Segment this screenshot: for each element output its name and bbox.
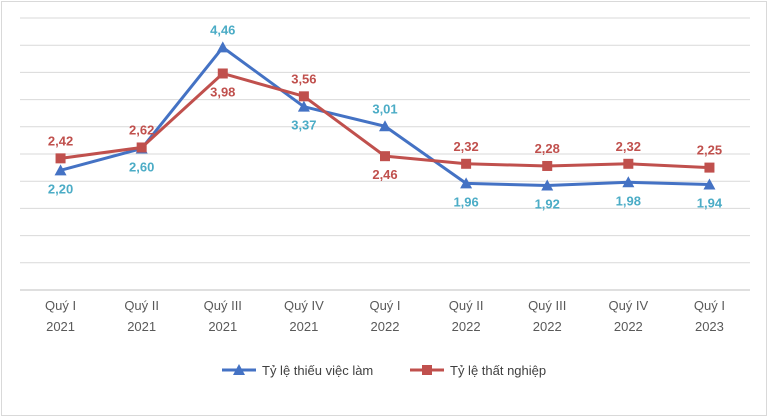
data-point-marker: [380, 151, 390, 162]
data-labels: 2,20 2,60 4,46 3,37 3,01 1,96 1,92 1,98 1,94 2,42…: [48, 22, 723, 211]
data-label: 2,62: [129, 122, 154, 137]
data-label: 2,20: [48, 181, 73, 196]
data-point-marker: [704, 162, 715, 173]
data-label: 2,25: [697, 143, 722, 158]
data-point-marker: [622, 176, 635, 188]
x-tick-label: Quý III 2022: [528, 298, 566, 334]
data-label: 3,37: [291, 118, 316, 133]
x-tick-label: Quý IV 2021: [284, 298, 324, 334]
data-label: 3,56: [291, 71, 316, 86]
data-point-marker: [460, 177, 473, 189]
data-label: 1,92: [535, 197, 560, 212]
data-point-marker: [379, 120, 391, 132]
data-label: 3,01: [372, 101, 397, 116]
legend-label: Tỷ lệ thất nghiệp: [450, 363, 546, 378]
data-point-marker: [217, 68, 228, 79]
data-label: 2,32: [616, 139, 641, 154]
data-point-marker: [623, 158, 634, 169]
x-tick-label: Quý I 2022: [369, 298, 400, 334]
data-point-marker: [55, 153, 66, 164]
series-lines: [60, 45, 710, 188]
data-label: 4,46: [210, 22, 235, 37]
x-tick-label: Quý III 2021: [204, 298, 242, 334]
data-point-marker: [542, 160, 553, 171]
data-point-marker: [216, 41, 229, 53]
legend: Tỷ lệ thiếu việc làm Tỷ lệ thất nghiệp: [222, 363, 546, 378]
data-label: 1,96: [453, 194, 478, 209]
data-label: 1,98: [616, 193, 641, 208]
data-label: 2,46: [372, 167, 397, 182]
legend-label: Tỷ lệ thiếu việc làm: [262, 363, 373, 378]
x-tick-label: Quý II 2021: [124, 298, 159, 334]
data-label: 2,28: [535, 141, 560, 156]
data-point-marker: [541, 179, 554, 191]
data-label: 2,42: [48, 133, 73, 148]
data-point-marker: [54, 164, 67, 176]
data-point-marker: [297, 100, 310, 112]
data-point-marker: [136, 142, 147, 153]
series-markers: [54, 41, 716, 191]
data-label: 2,60: [129, 160, 154, 175]
legend-marker: [233, 364, 245, 375]
x-tick-label: Quý II 2022: [449, 298, 484, 334]
x-axis-ticks: Quý I 2021 Quý II 2021 Quý III 2021 Quý IV 2021…: [45, 298, 725, 334]
x-tick-label: Quý I 2021: [45, 298, 76, 334]
data-point-marker: [703, 178, 716, 190]
data-label: 2,32: [453, 139, 478, 154]
data-point-marker: [298, 91, 309, 102]
data-label: 1,94: [697, 195, 723, 210]
gridlines: [20, 17, 750, 291]
legend-marker: [422, 365, 432, 375]
data-point-marker: [461, 158, 472, 169]
x-tick-label: Quý IV 2022: [608, 298, 648, 334]
x-tick-label: Quý I 2023: [694, 298, 725, 334]
data-label: 3,98: [210, 84, 235, 99]
